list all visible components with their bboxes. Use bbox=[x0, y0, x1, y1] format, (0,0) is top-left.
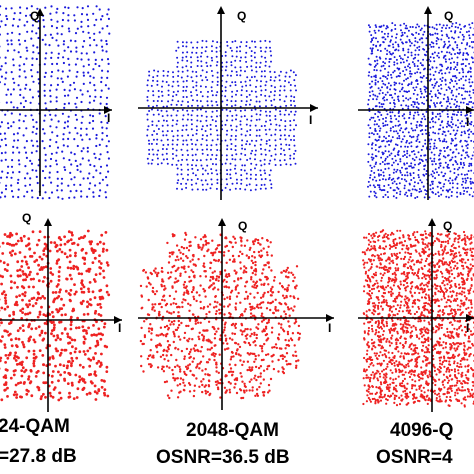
constellation-points-4096-top bbox=[367, 22, 474, 199]
constellation-panel-2048-bottom: IQ bbox=[138, 218, 334, 410]
constellation-points-1024-bottom bbox=[0, 229, 111, 402]
q-axis-label: Q bbox=[30, 9, 39, 23]
i-axis-arrow-icon bbox=[114, 316, 122, 324]
constellation-panel-1024-top: IQ bbox=[0, 5, 112, 200]
i-axis-label: I bbox=[466, 115, 469, 129]
axes-2048-top bbox=[138, 6, 318, 200]
q-axis-label: Q bbox=[443, 219, 452, 233]
q-axis-arrow-icon bbox=[424, 6, 432, 14]
constellation-points-1024-top bbox=[0, 5, 111, 200]
constellation-panel-4096-top: IQ bbox=[358, 6, 474, 200]
i-axis-arrow-icon bbox=[310, 104, 318, 112]
q-axis-arrow-icon bbox=[218, 218, 226, 226]
i-axis-arrow-icon bbox=[104, 106, 112, 114]
caption-2048-osnr: OSNR=36.5 dB bbox=[156, 447, 290, 468]
i-axis-arrow-icon bbox=[466, 314, 474, 322]
constellation-points-2048-bottom bbox=[139, 231, 302, 400]
i-axis-label: I bbox=[466, 321, 469, 335]
i-axis-label: I bbox=[118, 321, 121, 335]
q-axis-arrow-icon bbox=[428, 218, 436, 226]
axes-1024-bottom bbox=[0, 218, 122, 412]
q-axis-arrow-icon bbox=[217, 6, 225, 14]
constellation-panel-1024-bottom: IQ bbox=[0, 211, 122, 412]
caption-1024-osnr: =27.8 dB bbox=[0, 446, 77, 467]
q-axis-label: Q bbox=[238, 219, 247, 233]
q-axis-arrow-icon bbox=[36, 8, 44, 16]
q-axis-label: Q bbox=[237, 9, 246, 23]
i-axis-label: I bbox=[328, 321, 331, 335]
caption-2048-modulation: 2048-QAM bbox=[186, 420, 279, 441]
i-axis-arrow-icon bbox=[466, 106, 474, 114]
caption-1024-modulation: 24-QAM bbox=[0, 416, 70, 437]
q-axis-arrow-icon bbox=[44, 218, 52, 226]
caption-4096-osnr: OSNR=4 bbox=[376, 447, 453, 468]
i-axis-arrow-icon bbox=[326, 314, 334, 322]
constellation-panel-4096-bottom: IQ bbox=[358, 218, 474, 412]
axes-2048-bottom bbox=[138, 218, 334, 410]
axes-1024-top bbox=[0, 8, 112, 196]
axes-4096-top bbox=[358, 6, 474, 200]
constellation-panel-2048-top: IQ bbox=[138, 6, 318, 200]
i-axis-label: I bbox=[309, 113, 312, 127]
caption-4096-modulation: 4096-Q bbox=[390, 420, 454, 441]
i-axis-label: I bbox=[107, 111, 110, 125]
q-axis-label: Q bbox=[22, 211, 31, 225]
q-axis-label: Q bbox=[444, 9, 453, 23]
axes-4096-bottom bbox=[358, 218, 474, 412]
